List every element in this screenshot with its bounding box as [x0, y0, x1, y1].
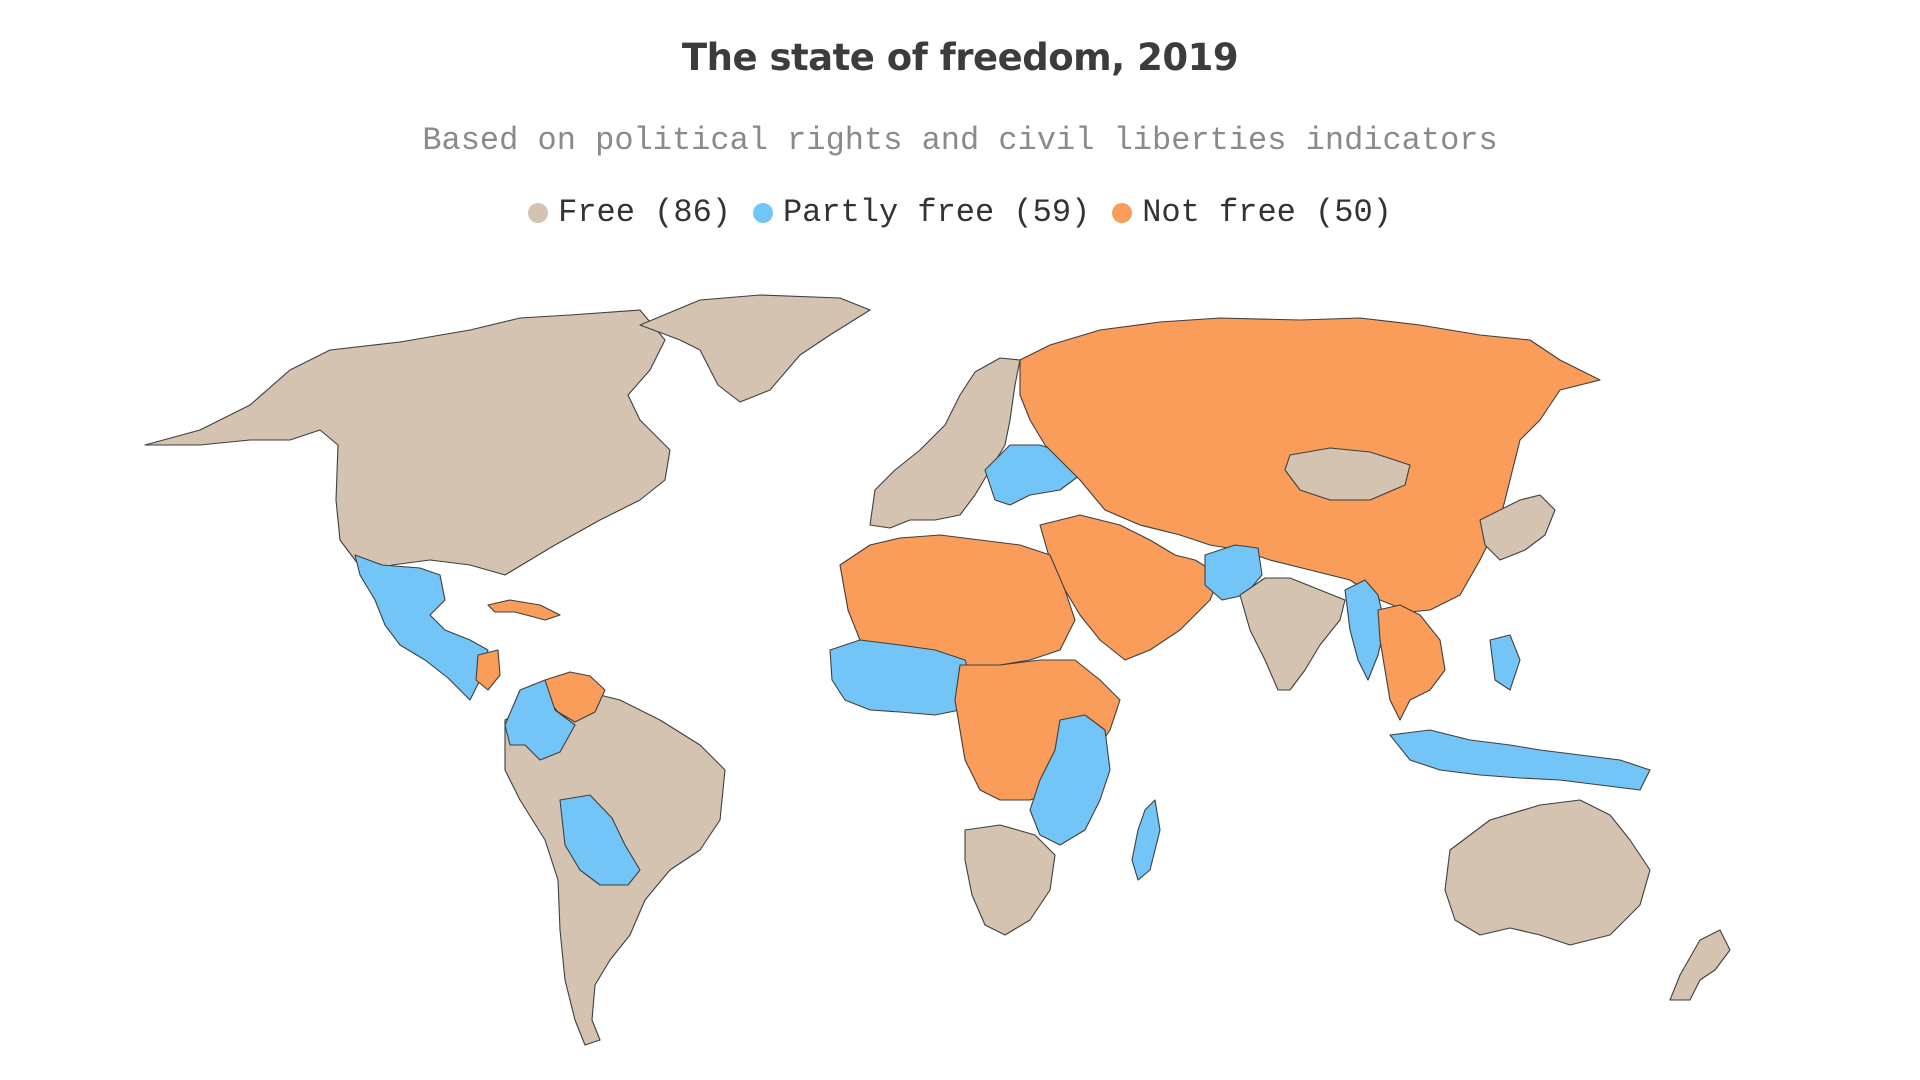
legend-item-free: Free (86) [528, 194, 731, 231]
chart-subtitle: Based on political rights and civil libe… [422, 122, 1498, 159]
region-new-zealand [1669, 929, 1731, 1001]
legend: Free (86) Partly free (59) Not free (50) [0, 194, 1920, 231]
region-mexico-central-america [354, 554, 489, 701]
region-myanmar-bangladesh [1344, 579, 1386, 681]
region-india [1239, 577, 1346, 691]
legend-label-free: Free (86) [558, 194, 731, 231]
legend-swatch-not-free [1112, 202, 1133, 223]
legend-swatch-free [528, 202, 549, 223]
region-east-africa [1029, 714, 1111, 846]
region-cuba [487, 599, 561, 621]
region-greenland [639, 294, 871, 403]
legend-item-not-free: Not free (50) [1112, 194, 1392, 231]
region-middle-east [1039, 514, 1221, 661]
legend-label-not-free: Not free (50) [1142, 194, 1392, 231]
region-mongolia [1284, 447, 1411, 501]
legend-label-partly-free: Partly free (59) [782, 194, 1091, 231]
region-nicaragua [475, 649, 501, 691]
region-southern-africa [964, 824, 1056, 936]
region-madagascar [1131, 799, 1161, 881]
region-colombia [504, 679, 576, 761]
region-bolivia [559, 794, 641, 886]
legend-item-partly-free: Partly free (59) [752, 194, 1091, 231]
chart-title: The state of freedom, 2019 [681, 36, 1239, 79]
region-ukraine-balkans [984, 444, 1081, 506]
legend-swatch-partly-free [752, 202, 773, 223]
region-north-america [144, 309, 671, 581]
region-southeast-asia [1377, 604, 1446, 721]
region-indonesia-philippines [1389, 634, 1651, 791]
region-japan-korea [1479, 494, 1556, 561]
region-western-europe [869, 357, 1021, 529]
region-australia [1444, 799, 1651, 946]
region-pakistan [1204, 544, 1263, 601]
world-map [144, 294, 1731, 1046]
